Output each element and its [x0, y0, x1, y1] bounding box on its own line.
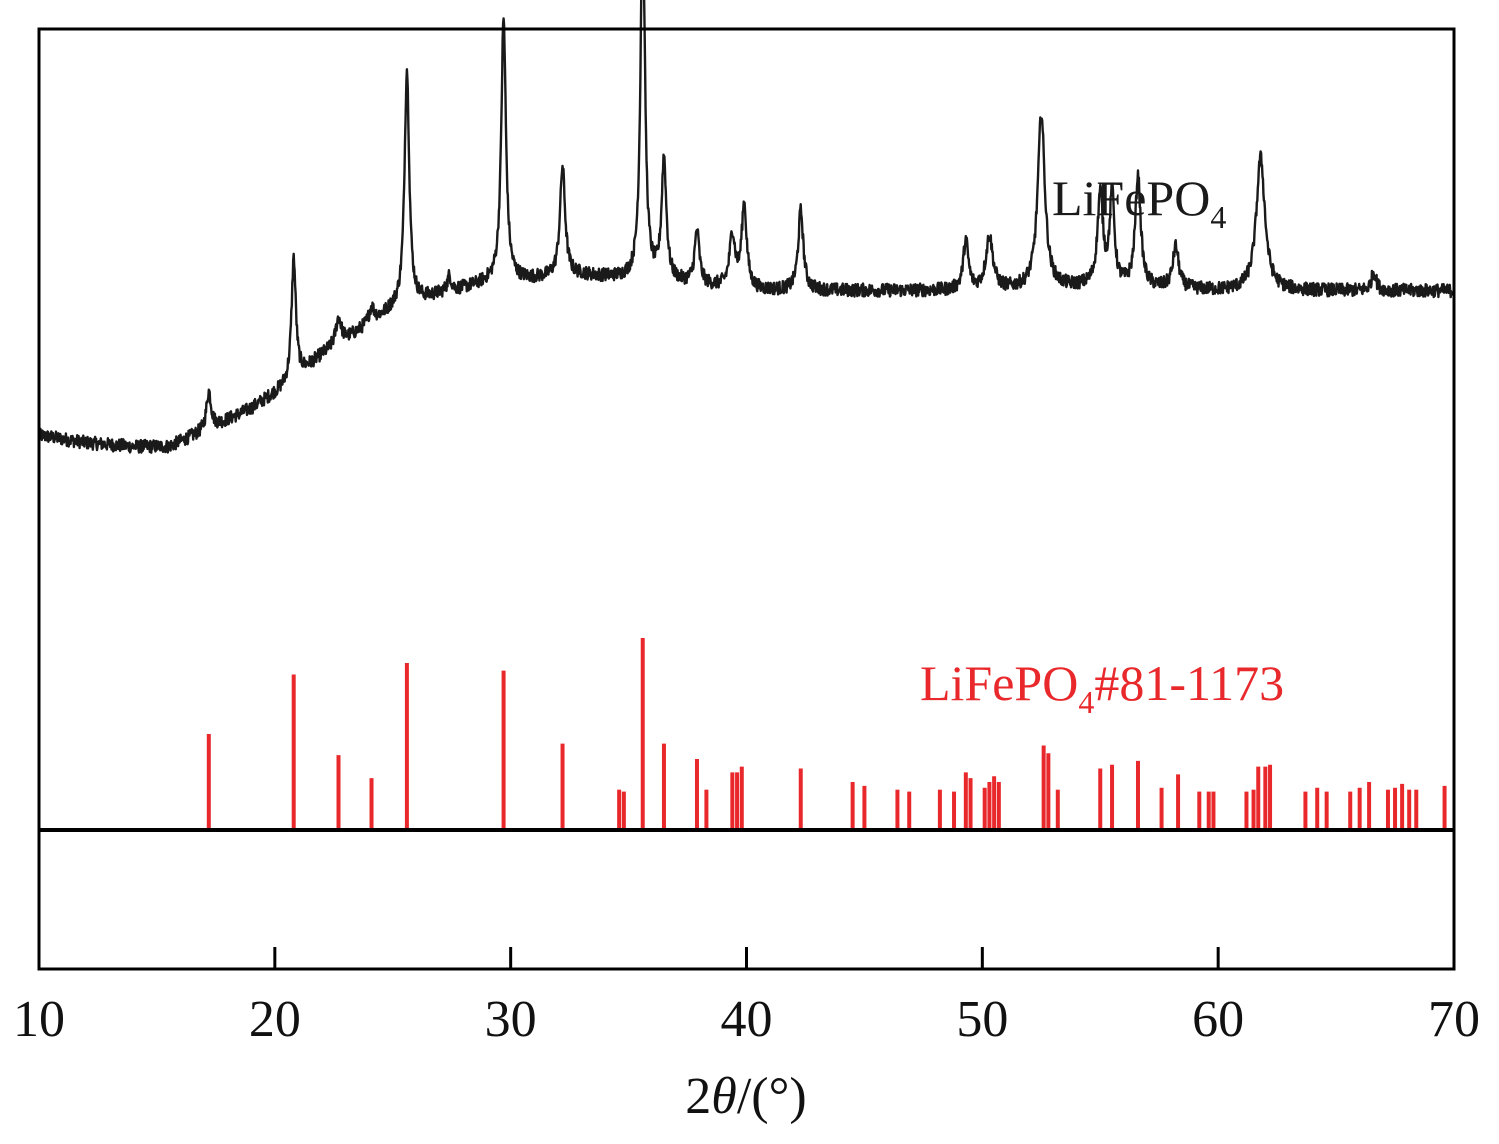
x-tick-label: 70	[1428, 991, 1480, 1048]
x-axis-title: 2θ/(°)	[685, 1068, 806, 1125]
measured-pattern-line	[37, 0, 1456, 454]
measured-label-main: LiFePO	[1052, 170, 1210, 226]
measured-series-label: LiFePO4	[1052, 170, 1226, 235]
reference-label-subscript: 4	[1078, 684, 1094, 720]
reference-label-main: LiFePO	[920, 655, 1078, 711]
reference-series-label: LiFePO4#81-1173	[920, 655, 1284, 720]
x-tick-label: 60	[1192, 991, 1244, 1048]
x-axis-title-prefix: 2	[685, 1068, 711, 1125]
x-tick-label: 30	[485, 991, 537, 1048]
reference-stick-group	[206, 638, 1447, 830]
plot-area-background	[39, 29, 1454, 969]
x-tick-label-group: 10 20 30 40 50 60 70	[13, 991, 1480, 1048]
x-axis-title-theta: θ	[711, 1068, 737, 1125]
x-tick-label: 20	[249, 991, 301, 1048]
measured-label-subscript: 4	[1210, 199, 1226, 235]
x-tick-label: 40	[721, 991, 773, 1048]
x-tick-label: 10	[13, 991, 65, 1048]
x-axis-title-suffix: /(°)	[737, 1068, 807, 1125]
x-tick-label: 50	[956, 991, 1008, 1048]
x-tick-group	[273, 947, 1220, 969]
reference-label-suffix: #81-1173	[1094, 655, 1284, 711]
